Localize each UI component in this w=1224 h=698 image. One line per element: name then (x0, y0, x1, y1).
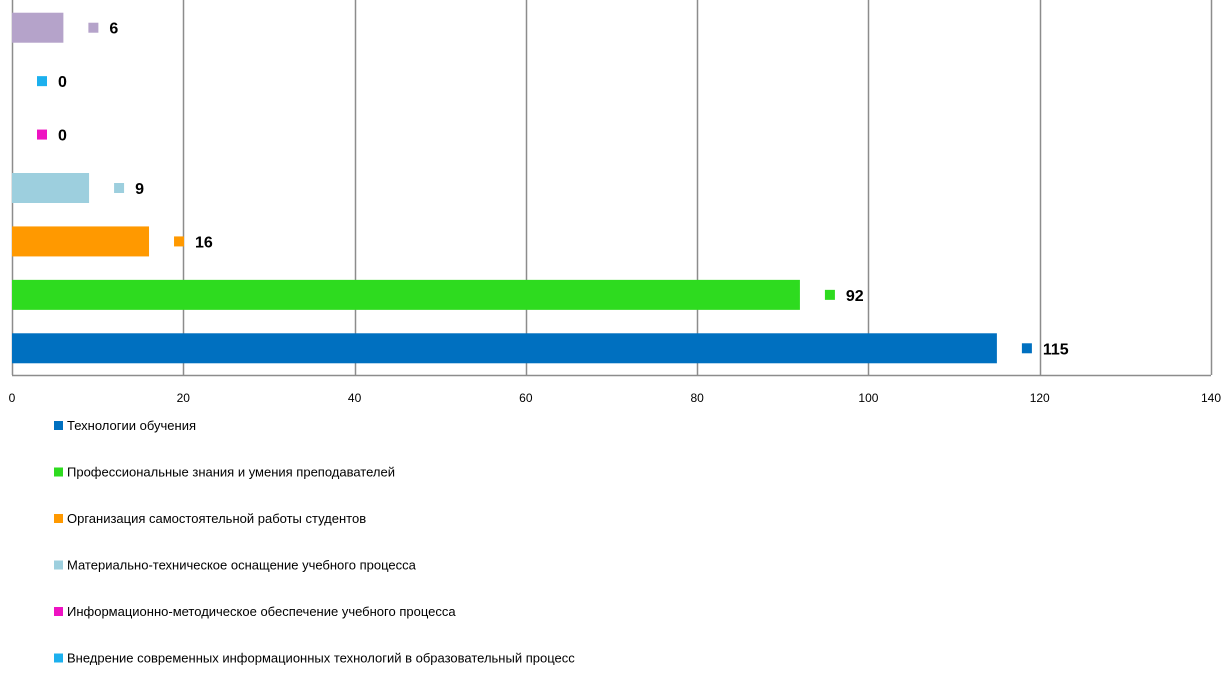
data-label: 0 (58, 74, 67, 91)
data-label: 9 (135, 181, 144, 198)
legend-entry: Материально-техническое оснащение учебно… (67, 558, 417, 573)
x-tick-label: 60 (519, 391, 533, 405)
legend-swatch (54, 421, 63, 430)
data-label-marker (174, 236, 185, 247)
legend-entry: Технологии обучения (67, 418, 196, 433)
bar (12, 173, 90, 203)
legend-swatch (54, 514, 63, 523)
x-tick-label: 0 (9, 391, 16, 405)
data-label: 0 (58, 128, 67, 145)
legend-entry: Организация самостоятельной работы студе… (67, 511, 366, 526)
data-label: 92 (846, 288, 864, 305)
data-label: 115 (1043, 341, 1069, 358)
bar (12, 12, 64, 43)
x-tick-label: 80 (690, 391, 704, 405)
data-label: 16 (195, 234, 213, 251)
bar (12, 226, 150, 257)
legend-entry: Профессиональные знания и умения препода… (67, 465, 395, 480)
data-label-marker (88, 22, 99, 33)
legend-swatch (54, 653, 63, 663)
data-label: 6 (109, 21, 118, 38)
bar (12, 333, 997, 364)
data-label-marker (1021, 343, 1032, 354)
legend-swatch (54, 467, 63, 477)
x-tick-label: 120 (1030, 391, 1050, 405)
data-label-marker (114, 183, 125, 193)
data-label-marker (37, 129, 47, 140)
x-tick-label: 140 (1201, 391, 1221, 405)
legend-swatch (54, 607, 63, 616)
x-tick-label: 40 (348, 391, 362, 405)
x-tick-label: 20 (177, 391, 191, 405)
legend-swatch (54, 560, 63, 570)
x-tick-label: 100 (858, 391, 878, 405)
legend-entry: Внедрение современных информационных тех… (67, 651, 575, 666)
data-label-marker (824, 289, 835, 300)
data-label-marker (37, 76, 47, 87)
bar (12, 279, 800, 310)
legend-entry: Информационно-методическое обеспечение у… (67, 604, 456, 619)
